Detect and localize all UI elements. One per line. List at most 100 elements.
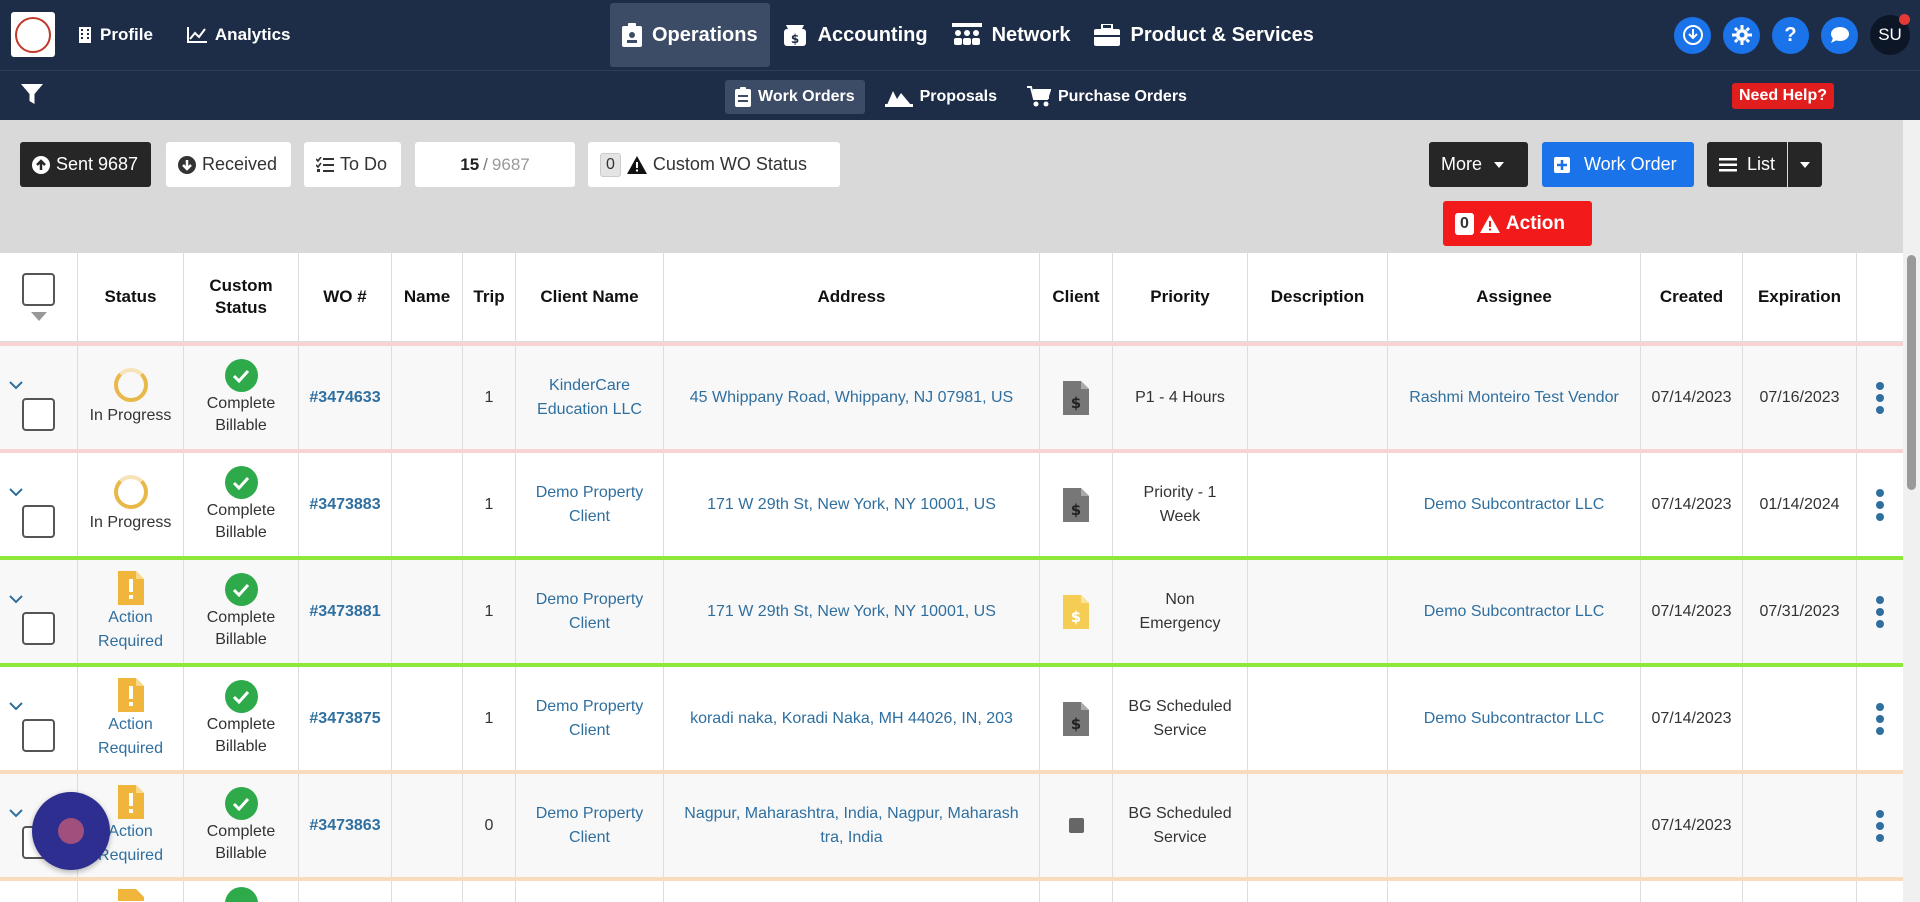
select-all-checkbox[interactable]: [22, 273, 55, 306]
row-checkbox[interactable]: [22, 719, 55, 752]
view-dropdown-button[interactable]: [1788, 142, 1822, 187]
need-help-button[interactable]: Need Help?: [1732, 83, 1835, 109]
name-cell: [392, 774, 463, 877]
create-work-order-button[interactable]: Work Order: [1542, 142, 1694, 187]
more-dropdown-button[interactable]: More: [1429, 142, 1528, 187]
nav-network[interactable]: Network: [940, 3, 1083, 67]
tab-purchase-orders[interactable]: Purchase Orders: [1017, 79, 1197, 115]
invoice-file-icon[interactable]: $: [1063, 594, 1089, 629]
header-status[interactable]: Status: [78, 253, 184, 341]
vertical-scrollbar[interactable]: [1903, 120, 1920, 902]
priority-cell: Non Emergency: [1113, 560, 1248, 663]
header-expiration[interactable]: Expiration: [1743, 253, 1857, 341]
list-view-button[interactable]: List: [1707, 142, 1787, 187]
client-name-link[interactable]: Demo Property Client: [516, 667, 664, 770]
client-name-link[interactable]: Demo Property Client: [516, 453, 664, 556]
status-line1[interactable]: Action: [108, 608, 153, 626]
address-link[interactable]: koradi naka, Koradi Naka, MH 44026, IN, …: [690, 709, 1013, 727]
row-checkbox[interactable]: [22, 398, 55, 431]
status-line1[interactable]: Action: [108, 715, 153, 733]
sent-filter-button[interactable]: Sent 9687: [20, 142, 151, 187]
user-avatar[interactable]: SU: [1870, 14, 1910, 55]
received-filter-button[interactable]: Received: [166, 142, 291, 187]
download-button[interactable]: [1674, 16, 1711, 54]
floating-assistant-button[interactable]: [32, 792, 110, 870]
chevron-down-icon[interactable]: [9, 381, 23, 390]
company-logo[interactable]: [11, 12, 55, 57]
header-custom-status[interactable]: Custom Status: [184, 253, 299, 341]
nav-profile[interactable]: Profile: [78, 25, 153, 45]
tab-work-orders[interactable]: Work Orders: [725, 80, 865, 114]
action-filter-button[interactable]: 0 Action: [1443, 201, 1592, 246]
header-assignee[interactable]: Assignee: [1388, 253, 1641, 341]
assignee-link[interactable]: Demo Subcontractor LLC: [1423, 602, 1605, 620]
row-menu-icon[interactable]: [1876, 595, 1884, 628]
assignee-link[interactable]: Demo Subcontractor LLC: [1423, 709, 1605, 727]
settings-button[interactable]: [1723, 16, 1760, 54]
header-client-name[interactable]: Client Name: [516, 253, 664, 341]
client-name-link[interactable]: KinderCare Education LLC: [516, 346, 664, 449]
wo-number-link[interactable]: #3473881: [309, 602, 381, 620]
square-icon[interactable]: [1068, 818, 1084, 833]
page-count-box[interactable]: 15 / 9687: [415, 142, 575, 187]
wo-number-link[interactable]: #3473883: [309, 495, 381, 513]
scrollbar-thumb[interactable]: [1907, 255, 1916, 490]
chat-button[interactable]: [1821, 16, 1858, 54]
table-row[interactable]: Action Required Complete Billable #34738…: [0, 667, 1903, 770]
table-row[interactable]: In Progress Complete Billable #3473883 1…: [0, 453, 1903, 556]
status-line2[interactable]: Required: [98, 739, 163, 757]
invoice-file-icon[interactable]: $: [1063, 701, 1089, 736]
row-checkbox[interactable]: [22, 505, 55, 538]
address-link[interactable]: 171 W 29th St, New York, NY 10001, US: [707, 495, 996, 513]
wo-number-link[interactable]: #3474633: [309, 388, 381, 406]
assignee-link[interactable]: Demo Subcontractor LLC: [1423, 495, 1605, 513]
status-line2[interactable]: Required: [98, 846, 163, 864]
client-name-link[interactable]: Demo Property Client: [516, 560, 664, 663]
chevron-down-icon[interactable]: [9, 488, 23, 497]
header-address[interactable]: Address: [664, 253, 1040, 341]
nav-analytics[interactable]: Analytics: [186, 25, 291, 45]
header-wo-number[interactable]: WO #: [299, 253, 392, 341]
chevron-down-icon[interactable]: [9, 809, 23, 818]
row-checkbox[interactable]: [22, 612, 55, 645]
client-name-line1: Demo Property: [535, 804, 644, 822]
address-link[interactable]: 171 W 29th St, New York, NY 10001, US: [707, 602, 996, 620]
table-row[interactable]: Action Required Complete Billable #34738…: [0, 774, 1903, 877]
status-line2[interactable]: Required: [98, 632, 163, 650]
filter-button[interactable]: [20, 83, 44, 112]
help-button[interactable]: ?: [1772, 16, 1809, 54]
todo-filter-button[interactable]: To Do: [304, 142, 401, 187]
nav-accounting[interactable]: $ Accounting: [770, 3, 940, 67]
tab-proposals[interactable]: Proposals: [875, 80, 1007, 114]
table-row[interactable]: [0, 881, 1903, 902]
chevron-down-icon[interactable]: [9, 595, 23, 604]
invoice-file-icon[interactable]: $: [1063, 487, 1089, 522]
row-menu-icon[interactable]: [1876, 702, 1884, 735]
client-name-link[interactable]: Demo Property Client: [516, 774, 664, 877]
header-name[interactable]: Name: [392, 253, 463, 341]
status-line1[interactable]: Action: [108, 822, 153, 840]
invoice-file-icon[interactable]: $: [1063, 380, 1089, 415]
wo-number-link[interactable]: #3473863: [309, 816, 381, 834]
table-row[interactable]: Action Required Complete Billable #34738…: [0, 560, 1903, 663]
table-row[interactable]: In Progress Complete Billable #3474633 1…: [0, 346, 1903, 449]
header-created[interactable]: Created: [1641, 253, 1743, 341]
custom-status-line1: Complete: [206, 502, 276, 519]
address-link[interactable]: Nagpur, Maharashtra, India, Nagpur, Maha…: [664, 774, 1040, 877]
header-description[interactable]: Description: [1248, 253, 1388, 341]
address-link[interactable]: 45 Whippany Road, Whippany, NJ 07981, US: [689, 388, 1014, 406]
assignee-link[interactable]: Rashmi Monteiro Test Vendor: [1409, 388, 1619, 406]
header-priority[interactable]: Priority: [1113, 253, 1248, 341]
nav-operations[interactable]: Operations: [610, 3, 770, 67]
header-client[interactable]: Client: [1040, 253, 1113, 341]
row-menu-icon[interactable]: [1876, 381, 1884, 414]
custom-wo-status-button[interactable]: 0 Custom WO Status: [588, 142, 840, 187]
row-menu-icon[interactable]: [1876, 809, 1884, 842]
row-menu-icon[interactable]: [1876, 488, 1884, 521]
header-trip[interactable]: Trip: [463, 253, 516, 341]
row-divider: [0, 663, 1903, 667]
wo-number-link[interactable]: #3473875: [309, 709, 381, 727]
caret-down-icon[interactable]: [30, 312, 47, 321]
chevron-down-icon[interactable]: [9, 702, 23, 711]
nav-products-services[interactable]: Product & Services: [1082, 3, 1325, 67]
